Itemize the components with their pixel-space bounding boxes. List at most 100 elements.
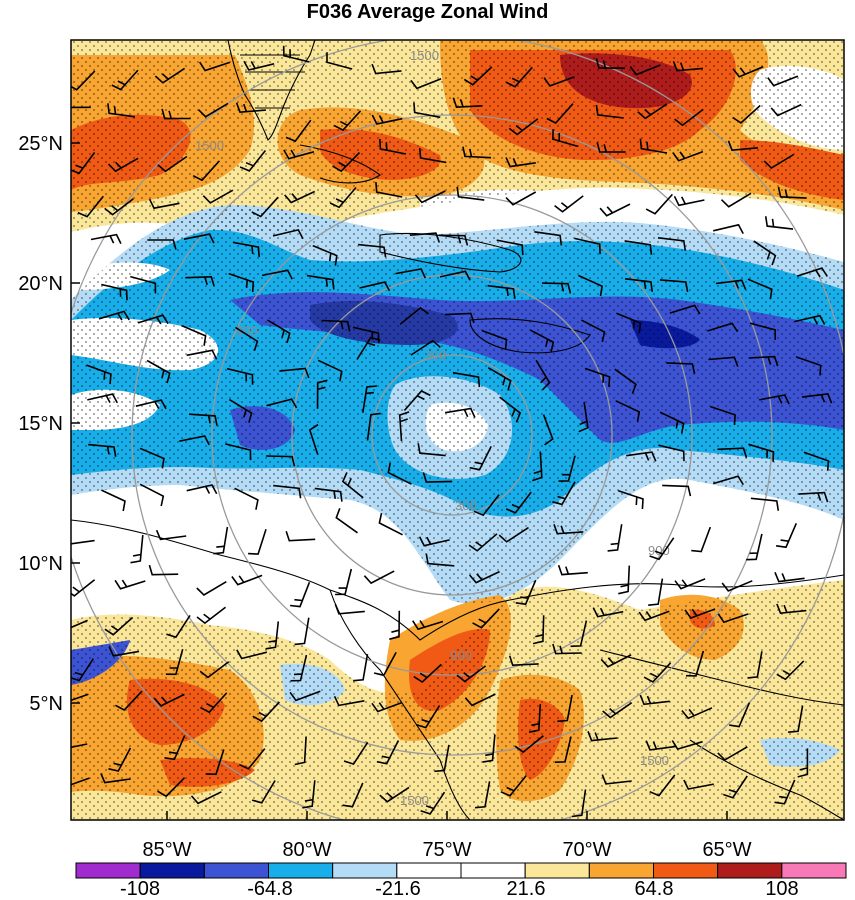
wind-barb — [763, 153, 795, 170]
wind-barb — [764, 216, 794, 230]
wind-barb — [282, 45, 310, 63]
wind-barb — [108, 646, 140, 657]
wind-barb — [662, 484, 692, 497]
wind-barb — [500, 774, 527, 797]
wind-barb — [595, 104, 624, 119]
wind-field: 300 300 900 900 900 1500 1500 1500 1500 — [71, 40, 844, 820]
range-rings — [71, 40, 844, 820]
wind-barb — [750, 497, 780, 511]
wind-barb — [418, 147, 447, 164]
wind-barb — [146, 359, 171, 384]
wind-barb — [712, 475, 744, 486]
wind-barb — [111, 69, 139, 91]
wind-barb — [302, 780, 316, 809]
wind-barb — [798, 491, 829, 503]
wind-barb — [161, 108, 191, 120]
wind-barb — [671, 740, 703, 751]
colorbar-label-neg64: -64.8 — [247, 878, 293, 900]
wind-barb — [157, 155, 188, 173]
wind-barb — [795, 356, 822, 376]
wind-barb — [200, 692, 228, 714]
wind-barb — [71, 70, 96, 91]
wind-barb — [252, 701, 280, 723]
wind-barb — [101, 283, 128, 301]
colorbar-swatch — [460, 862, 526, 879]
wind-barb — [747, 278, 773, 300]
wind-barb — [265, 621, 280, 650]
wind-barb — [498, 526, 529, 543]
wind-barb — [266, 319, 291, 344]
wind-barb — [776, 660, 805, 681]
wind-barb — [243, 60, 275, 71]
wind-barb — [532, 451, 543, 482]
wind-barb — [366, 412, 381, 441]
wind-barb — [659, 279, 689, 293]
wind-barb — [505, 491, 532, 514]
wind-barb — [553, 524, 584, 535]
wind-barb — [557, 564, 588, 576]
wind-barb — [672, 150, 704, 162]
ring-label-1500-s: 1500 — [400, 793, 429, 808]
wind-barb — [317, 359, 343, 382]
wind-barb — [481, 329, 508, 350]
wind-barb — [770, 103, 802, 117]
wind-barb — [552, 643, 582, 655]
wind-barb — [505, 66, 533, 88]
wind-barb — [532, 615, 545, 645]
wind-barb — [681, 707, 713, 720]
wind-barb — [570, 620, 588, 648]
wind-barb — [413, 663, 442, 684]
wind-barb — [691, 526, 712, 553]
colorbar-swatch — [139, 862, 205, 879]
wind-barb — [468, 570, 500, 584]
wind-barb — [602, 702, 633, 719]
wind-barb — [321, 319, 351, 332]
wind-barb — [534, 231, 563, 246]
colorbar-label-neg21: -21.6 — [375, 878, 421, 900]
wind-barb — [637, 103, 668, 120]
wind-barb — [148, 564, 179, 576]
ring-label-1500: 1500 — [410, 48, 439, 63]
ring-label-300-south: 300 — [455, 498, 477, 513]
wind-barb — [362, 385, 377, 413]
lon-label-65w: 65°W — [702, 839, 751, 861]
wind-barb — [468, 533, 498, 552]
wind-barb — [164, 735, 186, 761]
wind-barb — [375, 182, 403, 198]
wind-barb — [803, 451, 830, 471]
wind-barb — [434, 744, 450, 773]
wind-barb — [399, 306, 429, 325]
colorbar-swatch — [268, 862, 334, 879]
wind-barb — [343, 741, 369, 766]
wind-barb — [723, 775, 748, 799]
wind-barb — [294, 617, 310, 646]
wind-barb — [373, 652, 397, 677]
wind-barb — [284, 190, 316, 204]
wind-barb — [732, 104, 761, 124]
wind-barb — [505, 191, 537, 206]
wind-barb — [98, 310, 130, 321]
wind-barb — [666, 362, 696, 374]
wind-barb — [417, 443, 446, 457]
range-ring-labels: 300 300 900 900 900 1500 1500 1500 1500 — [195, 48, 670, 808]
wind-barb — [472, 608, 500, 629]
wind-barb — [409, 232, 441, 243]
wind-barb — [334, 604, 365, 615]
colorbar-label-21: 21.6 — [507, 878, 546, 900]
wind-barb — [88, 443, 117, 457]
wind-barb — [469, 446, 492, 471]
wind-barb — [649, 774, 676, 797]
wind-barb — [439, 270, 471, 281]
wind-barb — [618, 490, 644, 510]
wind-barb — [473, 494, 500, 517]
wind-barb — [618, 565, 631, 595]
wind-barb — [571, 789, 587, 818]
wind-barb — [414, 190, 446, 204]
wind-barb — [601, 774, 632, 785]
wind-barb — [658, 444, 685, 462]
colorbar-swatch — [203, 862, 269, 879]
wind-barb — [648, 578, 664, 606]
wind-barb — [683, 779, 714, 790]
wind-barb — [316, 379, 328, 409]
wind-barb — [639, 694, 670, 706]
